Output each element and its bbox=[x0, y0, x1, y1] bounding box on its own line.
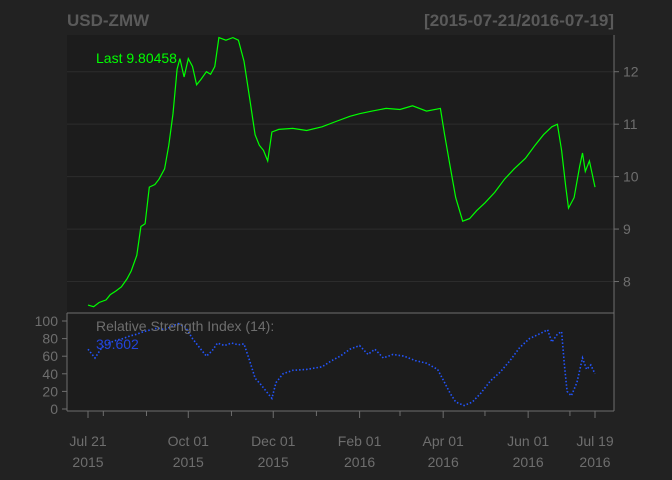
price-y-tick-label: 9 bbox=[623, 221, 631, 237]
x-tick-year-label: 2016 bbox=[513, 454, 544, 470]
price-y-axis: 8 9 10 11 12 bbox=[614, 64, 639, 290]
x-tick-year-label: 2015 bbox=[258, 454, 289, 470]
x-tick-label: Jul 21 bbox=[69, 433, 107, 449]
x-tick-label: Jun 01 bbox=[507, 433, 549, 449]
price-panel bbox=[67, 35, 614, 313]
price-y-tick-label: 8 bbox=[623, 274, 631, 290]
x-tick-year-label: 2015 bbox=[173, 454, 204, 470]
x-tick-label: Feb 01 bbox=[338, 433, 382, 449]
x-tick-label: Jul 19 bbox=[576, 433, 614, 449]
price-gridlines bbox=[67, 71, 614, 283]
price-y-tick-label: 11 bbox=[623, 116, 638, 132]
rsi-value-label: 39.602 bbox=[96, 336, 139, 352]
x-tick-year-label: 2015 bbox=[72, 454, 103, 470]
x-tick-year-label: 2016 bbox=[579, 454, 610, 470]
rsi-y-tick-label: 60 bbox=[42, 348, 58, 364]
rsi-y-tick-label: 40 bbox=[42, 366, 58, 382]
x-tick-year-label: 2016 bbox=[344, 454, 375, 470]
price-y-tick-label: 12 bbox=[623, 64, 639, 80]
x-axis: Jul 21 2015 Oct 01 2015 Dec 01 2015 Feb 01 2016… bbox=[69, 411, 614, 470]
rsi-series-line bbox=[87, 322, 596, 407]
rsi-panel bbox=[67, 313, 614, 411]
x-tick-label: Oct 01 bbox=[168, 433, 209, 449]
x-tick-label: Apr 01 bbox=[423, 433, 464, 449]
date-range-label: [2015-07-21/2016-07-19] bbox=[424, 11, 614, 30]
price-series-line bbox=[87, 36, 596, 308]
rsi-y-tick-label: 100 bbox=[35, 313, 59, 329]
rsi-y-tick-label: 20 bbox=[42, 383, 58, 399]
rsi-legend-label: Relative Strength Index (14): bbox=[96, 318, 274, 334]
last-value-label: Last 9.80458 bbox=[96, 50, 177, 66]
rsi-y-tick-label: 80 bbox=[42, 331, 58, 347]
x-tick-label: Dec 01 bbox=[251, 433, 296, 449]
price-y-tick-label: 10 bbox=[623, 169, 639, 185]
chart-title: USD-ZMW bbox=[67, 11, 150, 30]
rsi-y-tick-label: 0 bbox=[50, 401, 58, 417]
x-tick-year-label: 2016 bbox=[428, 454, 459, 470]
